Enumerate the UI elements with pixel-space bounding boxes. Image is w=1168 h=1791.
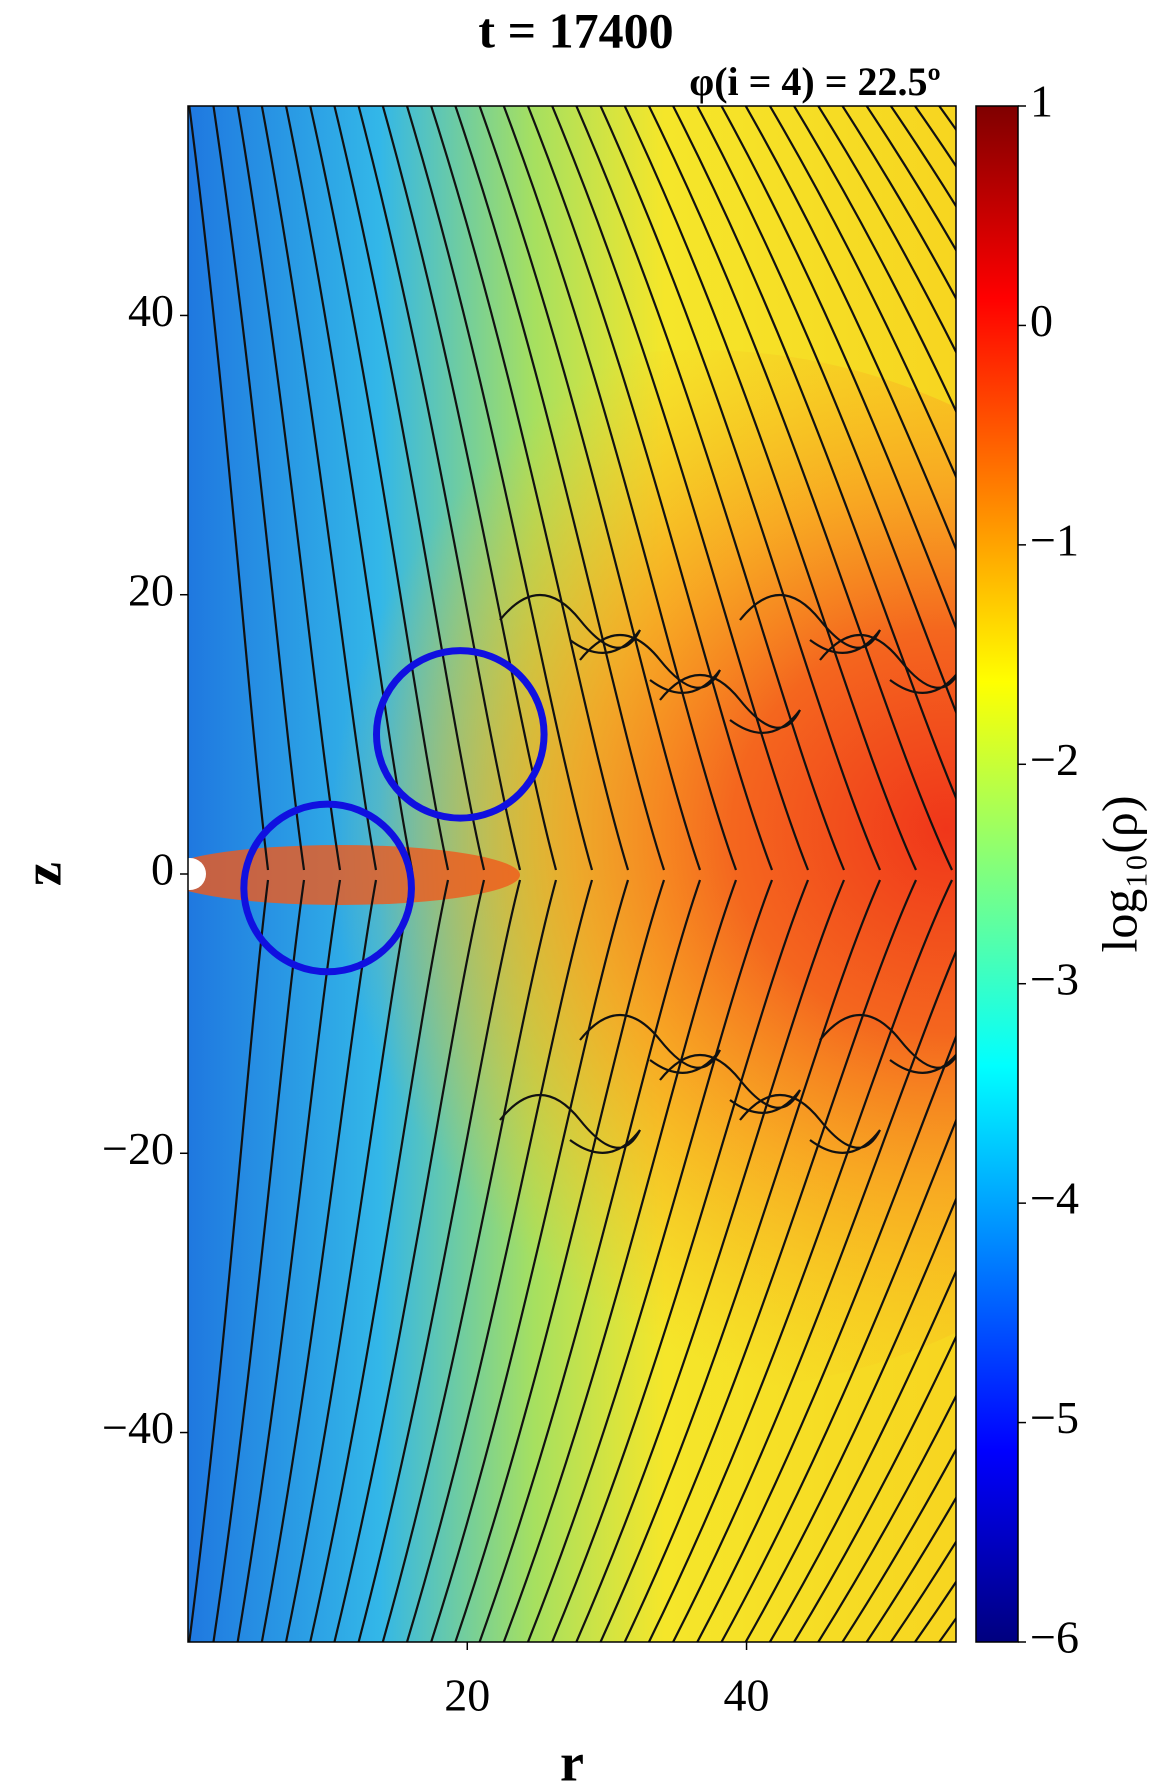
streamline [579,1014,721,1074]
streamline [647,879,953,1642]
streamline [499,594,641,654]
streamline [841,106,956,301]
streamline [236,106,342,871]
streamline [212,879,306,1642]
chart-subtitle: φ(i = 4) = 22.5º [689,59,941,104]
streamline [659,1054,801,1114]
streamline [816,1393,956,1642]
streamline [454,879,666,1642]
streamline [575,106,846,871]
streamline [309,106,450,871]
streamline [599,879,882,1642]
streamline [819,1014,956,1074]
streamline [550,879,810,1642]
streamline [739,594,881,654]
streamline [659,674,801,734]
streamline [792,1334,956,1642]
colorbar-tick-label: −6 [1030,1612,1079,1663]
streamline [454,106,666,871]
x-tick-label: 40 [724,1670,770,1721]
streamline [260,106,378,871]
streamline [744,1196,956,1642]
streamline [478,106,702,871]
colorbar-label: log₁₀(ρ) [1091,795,1147,952]
streamline [768,106,956,480]
streamline [188,106,270,871]
streamline [502,106,738,871]
streamline [333,106,486,871]
streamline [865,1495,956,1642]
streamline [499,1094,641,1154]
colorbar-tick-label: 0 [1030,295,1053,346]
streamline [623,879,918,1642]
streamline [865,106,956,253]
colorbar-tick-label: −3 [1030,953,1079,1004]
streamline [647,106,953,871]
y-tick-label: −20 [102,1123,174,1174]
streamline [502,879,738,1642]
streamline [792,106,956,414]
y-tick-label: 40 [128,285,174,336]
streamline [550,106,810,871]
streamline [260,879,378,1642]
streamline [816,106,956,355]
colorbar-tick-label: −5 [1030,1392,1079,1443]
streamline [623,106,918,871]
colorbar-tick-label: −2 [1030,734,1079,785]
y-tick-label: −40 [102,1402,174,1453]
streamline [357,879,522,1642]
streamline [696,1033,956,1642]
streamline [405,106,594,871]
density-field [188,106,956,1642]
streamline [405,879,594,1642]
streamline [309,879,450,1642]
streamline [236,879,342,1642]
y-tick-label: 20 [128,564,174,615]
streamline [381,879,558,1642]
streamline [333,879,486,1642]
highlight-circle [240,800,415,976]
streamline [671,948,956,1642]
streamline [599,106,882,871]
streamline [819,634,956,694]
colorbar-tick-label: 1 [1030,76,1053,127]
streamline [579,634,721,694]
streamline [212,106,306,871]
streamline [526,106,774,871]
x-tick-label: 20 [444,1670,490,1721]
y-tick-label: 0 [151,844,174,895]
streamline [478,879,702,1642]
streamline [841,1447,956,1642]
colorbar-tick-label: −4 [1030,1173,1079,1224]
streamline [381,106,558,871]
streamline [188,879,270,1642]
streamline [357,106,522,871]
streamline [744,106,956,552]
streamline [720,106,956,631]
streamline [768,1268,956,1642]
streamline [575,879,846,1642]
highlight-circle [373,647,548,822]
streamline [671,106,956,801]
colorbar-tick-label: −1 [1030,514,1079,565]
chart-title: t = 17400 [478,2,673,58]
streamline [739,1094,881,1154]
streamline [284,879,414,1642]
streamline [720,1117,956,1642]
streamline [430,106,630,871]
colorbar [975,105,1019,1643]
y-axis-label: z [12,862,72,886]
streamline [696,106,956,716]
streamline [430,879,630,1642]
x-axis-label: r [560,1732,584,1791]
streamline [526,879,774,1642]
